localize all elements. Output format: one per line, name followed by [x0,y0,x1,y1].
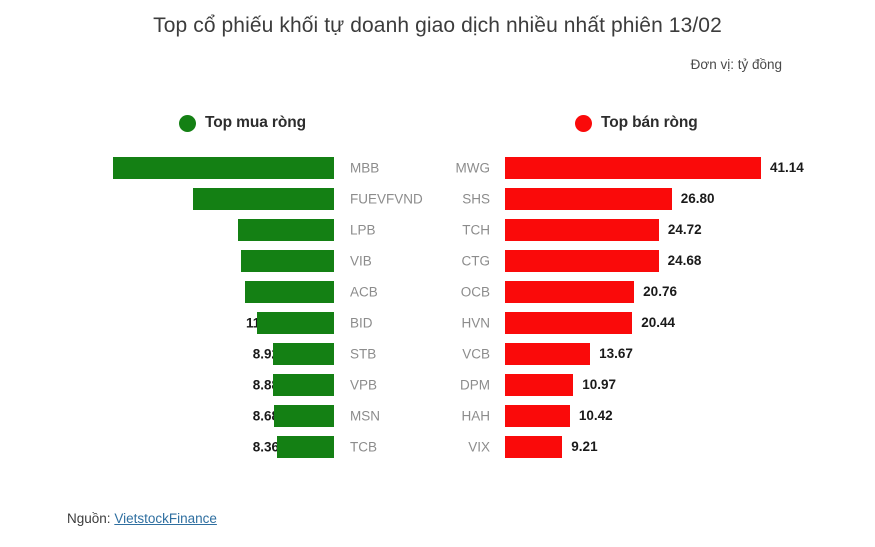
sell-bar-track: 13.67 [505,342,633,365]
buy-bar[interactable] [274,404,334,427]
legend-label-buy: Top mua ròng [205,114,306,131]
buy-value-label: 8.68 [252,408,279,423]
bar-row: 11.18BIDHVN20.44 [0,307,875,338]
sell-bar-track: 26.80 [505,187,715,210]
sell-ticker-label: VCB [462,346,490,361]
sell-value-label: 41.14 [770,160,804,175]
buy-ticker-label: BID [350,315,373,330]
sell-value-label: 24.72 [667,222,702,237]
bar-row: 32.18MBBMWG41.14 [0,152,875,183]
buy-ticker-label: ACB [350,284,378,299]
sell-bar-track: 9.21 [505,435,598,458]
buy-bar-track [0,156,334,179]
buy-bar[interactable] [192,187,334,210]
sell-bar[interactable] [505,187,672,210]
sell-value-label: 10.42 [578,408,613,423]
sell-bar[interactable] [505,218,659,241]
buy-bar-track [0,280,334,303]
sell-bar[interactable] [505,435,563,458]
buy-bar[interactable] [240,249,334,272]
circle-marker-icon [179,114,196,132]
buy-bar-track [0,435,334,458]
sell-bar[interactable] [505,249,659,272]
sell-bar-track: 41.14 [505,156,804,179]
sell-bar[interactable] [505,156,761,179]
source-link[interactable]: VietstockFinance [114,511,217,526]
legend-item-buy: Top mua ròng [179,114,306,132]
circle-marker-icon [575,114,592,132]
buy-ticker-label: LPB [350,222,376,237]
sell-bar-track: 10.97 [505,373,617,396]
buy-ticker-label: TCB [350,439,377,454]
buy-ticker-label: VIB [350,253,372,268]
sell-value-label: 26.80 [680,191,715,206]
sell-ticker-label: CTG [461,253,491,268]
bar-row: 8.36 TCB VIX 9.21 [0,431,875,462]
legend-label-sell: Top bán ròng [601,114,698,131]
buy-bar[interactable] [272,342,334,365]
sell-ticker-label: TCH [462,222,490,237]
buy-bar-track [0,404,334,427]
buy-value-label: 8.36 [252,439,279,454]
buy-bar[interactable] [273,373,334,396]
bar-chart-plot-area: 32.18MBBMWG41.1420.55FUEVFVNDSHS26.8013.… [0,152,875,462]
sell-ticker-label: MWG [455,160,491,175]
page-title: Top cổ phiếu khối tự doanh giao dịch nhi… [153,14,722,37]
sell-bar[interactable] [505,311,633,334]
legend-item-sell: Top bán ròng [575,114,698,132]
sell-ticker-label: HAH [461,408,490,423]
buy-ticker-label: FUEVFVND [350,191,423,206]
sell-value-label: 10.97 [582,377,617,392]
sell-value-label: 24.68 [667,253,702,268]
buy-ticker-label: STB [350,346,377,361]
sell-value-label: 20.76 [643,284,677,299]
chart-unit-subtitle: Đơn vị: tỷ đồng [690,57,782,72]
buy-bar-track [0,373,334,396]
sell-bar-track: 20.44 [505,311,675,334]
sell-ticker-label: OCB [460,284,490,299]
bar-row: 8.68 MSN HAH 10.42 [0,400,875,431]
sell-bar-track: 10.42 [505,404,613,427]
bar-row: 8.88 VPB DPM 10.97 [0,369,875,400]
buy-bar-track [0,249,334,272]
sell-value-label: 9.21 [571,439,598,454]
bar-row: 20.55FUEVFVNDSHS26.80 [0,183,875,214]
buy-bar[interactable] [276,435,334,458]
buy-bar-track [0,187,334,210]
buy-value-label: 8.92 [252,346,279,361]
buy-bar-track [0,342,334,365]
sell-bar[interactable] [505,373,574,396]
sell-bar-track: 20.76 [505,280,677,303]
bar-row: 12.92ACBOCB20.76 [0,276,875,307]
sell-ticker-label: SHS [462,191,490,206]
sell-bar-track: 24.72 [505,218,702,241]
buy-ticker-label: VPB [350,377,378,392]
buy-bar[interactable] [238,218,334,241]
bar-row: 8.92 STB VCB 13.67 [0,338,875,369]
buy-bar-track [0,311,334,334]
buy-ticker-label: MSN [350,408,380,423]
buy-bar-track [0,218,334,241]
bar-row: 13.56VIBCTG24.68 [0,245,875,276]
sell-ticker-label: HVN [461,315,490,330]
source-note: Nguồn: VietstockFinance [67,511,217,526]
bar-row: 13.96LPBTCH24.72 [0,214,875,245]
sell-value-label: 20.44 [641,315,675,330]
sell-bar[interactable] [505,404,570,427]
sell-ticker-label: VIX [468,439,490,454]
sell-value-label: 13.67 [599,346,633,361]
buy-bar[interactable] [245,280,334,303]
sell-ticker-label: DPM [460,377,490,392]
sell-bar[interactable] [505,342,591,365]
sell-bar-track: 24.68 [505,249,702,272]
buy-ticker-label: MBB [350,160,380,175]
sell-bar[interactable] [505,280,635,303]
source-prefix: Nguồn: [67,511,111,526]
buy-bar[interactable] [113,156,334,179]
buy-bar[interactable] [257,311,334,334]
buy-value-label: 8.88 [252,377,279,392]
